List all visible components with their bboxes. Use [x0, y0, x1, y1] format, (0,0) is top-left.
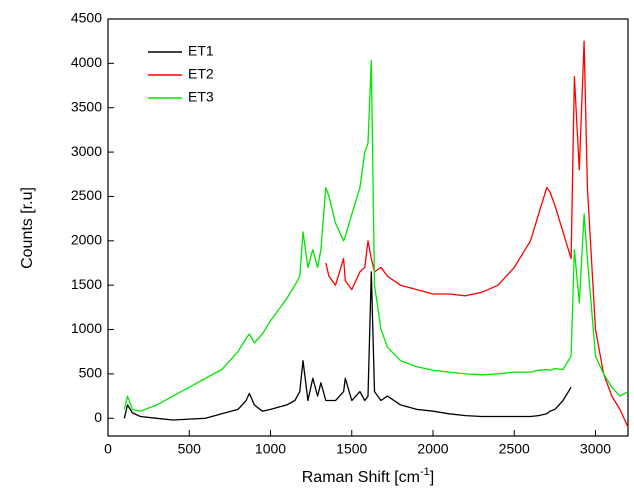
series-line [123, 60, 629, 412]
y-tick-label: 0 [94, 409, 102, 425]
x-tick-label: 3000 [580, 441, 611, 457]
x-tick-label: 500 [178, 441, 202, 457]
legend-label: ET1 [188, 43, 214, 59]
x-tick-label: 2500 [499, 441, 530, 457]
y-tick-label: 4500 [71, 10, 102, 26]
y-tick-label: 1000 [71, 320, 102, 336]
y-tick-label: 3000 [71, 143, 102, 159]
x-title-sup: -1 [420, 466, 430, 478]
y-tick-label: 4000 [71, 54, 102, 70]
x-title-text: Raman Shift [cm [302, 469, 420, 486]
series-line [325, 40, 629, 428]
legend-label: ET2 [188, 66, 214, 82]
series-line [123, 271, 572, 421]
y-tick-label: 3500 [71, 98, 102, 114]
y-tick-label: 2000 [71, 232, 102, 248]
x-tick-label: 2000 [417, 441, 448, 457]
y-tick-label: 2500 [71, 187, 102, 203]
x-tick-label: 0 [104, 441, 112, 457]
x-tick-label: 1500 [336, 441, 367, 457]
y-axis-title: Counts [r.u] [19, 187, 36, 269]
plot-frame [107, 18, 629, 437]
legend-label: ET3 [188, 89, 214, 105]
x-tick-label: 1000 [255, 441, 286, 457]
y-tick-label: 1500 [71, 276, 102, 292]
x-title-end: ] [430, 469, 434, 486]
x-axis-title: Raman Shift [cm-1] [302, 466, 435, 486]
y-tick-label: 500 [79, 365, 103, 381]
